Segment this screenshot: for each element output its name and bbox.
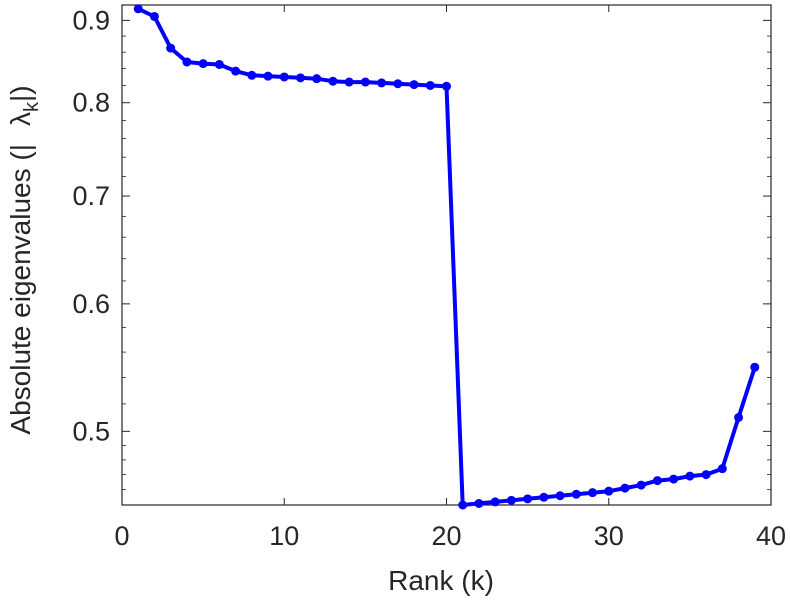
data-point	[750, 362, 760, 372]
plot-area	[133, 4, 760, 510]
plot-frame	[121, 4, 772, 506]
y-tick-label: 0.5	[72, 416, 110, 446]
y-axis-label-prefix: Absolute eigenvalues (|	[5, 144, 36, 435]
data-point	[149, 11, 159, 21]
x-tick-label: 10	[269, 521, 299, 551]
data-point	[198, 59, 208, 69]
data-point	[279, 72, 289, 82]
data-point	[214, 59, 224, 69]
x-tick-label: 30	[594, 521, 624, 551]
y-axis-label: Absolute eigenvalues (| λk|)	[5, 85, 43, 434]
y-tick-label: 0.8	[72, 88, 110, 118]
data-point	[523, 494, 533, 504]
y-tick-label: 0.9	[72, 5, 110, 35]
data-point	[458, 500, 468, 510]
x-tick-label: 20	[431, 521, 461, 551]
data-point	[409, 80, 419, 90]
data-point	[442, 81, 451, 91]
data-point	[506, 495, 516, 505]
data-point	[344, 77, 354, 87]
data-point	[247, 70, 257, 80]
y-axis-label-suffix: |)	[5, 85, 36, 102]
data-point	[701, 470, 711, 480]
data-point	[360, 77, 370, 87]
x-tick-label: 0	[114, 521, 129, 551]
x-tick-label: 40	[756, 521, 786, 551]
data-point	[133, 4, 143, 14]
data-point	[312, 74, 322, 84]
data-point	[604, 486, 614, 496]
data-point	[263, 71, 273, 81]
data-point	[425, 80, 435, 90]
y-tick-label: 0.7	[72, 181, 110, 211]
data-point	[166, 43, 176, 53]
data-point	[734, 412, 744, 422]
data-point	[393, 79, 403, 89]
y-axis-label-symbol: λ	[5, 112, 36, 126]
data-point	[377, 78, 387, 88]
data-point	[328, 76, 338, 86]
data-point	[539, 492, 549, 502]
data-point	[669, 474, 679, 484]
data-point	[685, 471, 695, 481]
data-point	[652, 476, 662, 486]
axes: 0 10 20 30 40 0.5 0.6 0.7 0.8 0.9	[72, 4, 786, 551]
data-point	[636, 480, 646, 490]
data-point	[490, 497, 500, 507]
data-point	[555, 491, 565, 501]
data-point	[231, 66, 241, 76]
data-point	[620, 483, 630, 493]
data-point	[588, 488, 598, 498]
data-point	[182, 57, 192, 67]
data-point	[474, 498, 484, 508]
x-axis-label: Rank (k)	[388, 565, 494, 596]
data-point	[295, 73, 305, 83]
y-tick-label: 0.6	[72, 289, 110, 319]
data-point	[717, 464, 727, 474]
data-point	[571, 489, 581, 499]
y-axis-label-subscript: k	[21, 101, 43, 112]
